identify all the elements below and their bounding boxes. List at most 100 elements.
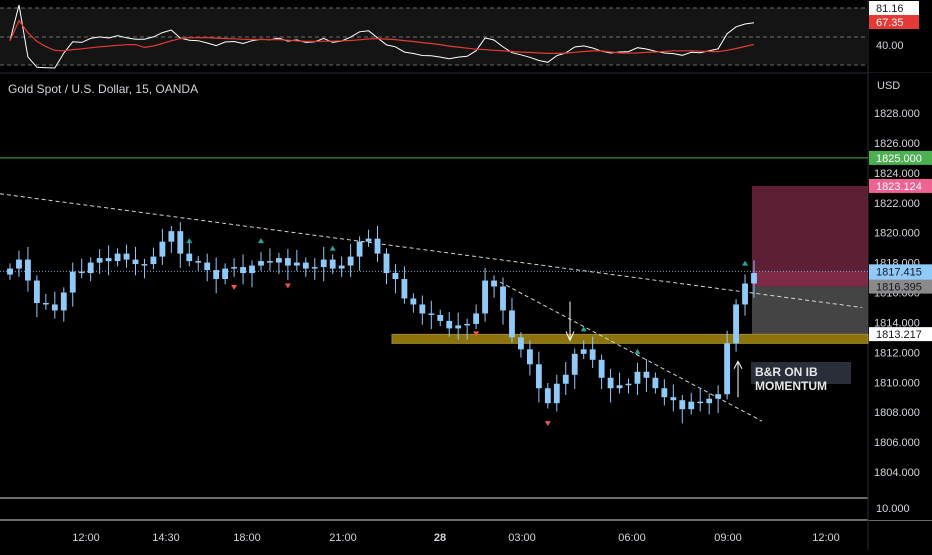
candle-body[interactable] bbox=[375, 239, 381, 254]
annotation-box[interactable]: B&R ON IB MOMENTUM bbox=[751, 362, 851, 384]
candle-body[interactable] bbox=[61, 293, 67, 311]
symbol-title[interactable]: Gold Spot / U.S. Dollar, 15, OANDA bbox=[8, 82, 198, 96]
candle-body[interactable] bbox=[679, 400, 685, 409]
candle-body[interactable] bbox=[142, 264, 148, 266]
candle-body[interactable] bbox=[79, 272, 85, 274]
candle-body[interactable] bbox=[294, 263, 300, 266]
currency-label[interactable]: USD bbox=[877, 80, 900, 92]
candle-body[interactable] bbox=[312, 267, 318, 269]
candle-body[interactable] bbox=[670, 397, 676, 400]
candle-body[interactable] bbox=[581, 349, 587, 353]
candle-body[interactable] bbox=[419, 304, 425, 313]
candle-body[interactable] bbox=[644, 372, 650, 378]
candle-body[interactable] bbox=[572, 354, 578, 375]
candle-body[interactable] bbox=[527, 349, 533, 364]
candle-body[interactable] bbox=[733, 304, 739, 343]
candle-body[interactable] bbox=[52, 304, 58, 310]
candle-body[interactable] bbox=[482, 281, 488, 314]
candle-body[interactable] bbox=[545, 388, 551, 403]
price-tick-label[interactable]: 1820.000 bbox=[874, 228, 920, 240]
time-tick-label[interactable]: 14:30 bbox=[152, 532, 180, 544]
candle-body[interactable] bbox=[285, 258, 291, 265]
candle-body[interactable] bbox=[151, 257, 157, 264]
candle-body[interactable] bbox=[303, 263, 309, 269]
candle-body[interactable] bbox=[106, 258, 112, 261]
candle-body[interactable] bbox=[464, 324, 470, 326]
candle-body[interactable] bbox=[393, 273, 399, 279]
candle-body[interactable] bbox=[715, 394, 721, 398]
time-tick-label[interactable]: 21:00 bbox=[329, 532, 357, 544]
candle-body[interactable] bbox=[16, 260, 22, 269]
candle-body[interactable] bbox=[124, 254, 130, 260]
candle-body[interactable] bbox=[195, 261, 201, 263]
candle-body[interactable] bbox=[473, 313, 479, 323]
candle-body[interactable] bbox=[339, 266, 345, 269]
time-tick-label[interactable]: 12:00 bbox=[812, 532, 840, 544]
volume-scale-label[interactable]: 10.000 bbox=[876, 503, 910, 515]
candle-body[interactable] bbox=[213, 270, 219, 279]
candle-body[interactable] bbox=[428, 313, 434, 315]
candle-body[interactable] bbox=[608, 378, 614, 388]
candle-body[interactable] bbox=[563, 375, 569, 384]
price-axis[interactable]: 1828.0001826.0001824.0001822.0001820.000… bbox=[869, 73, 932, 520]
candle-body[interactable] bbox=[491, 281, 497, 287]
time-tick-label[interactable]: 09:00 bbox=[714, 532, 742, 544]
price-tick-label[interactable]: 1812.000 bbox=[874, 347, 920, 359]
candle-body[interactable] bbox=[267, 261, 273, 263]
price-tick-label[interactable]: 1806.000 bbox=[874, 437, 920, 449]
rsi-value-label[interactable]: 81.16 bbox=[876, 3, 904, 15]
candle-body[interactable] bbox=[258, 261, 264, 265]
candle-body[interactable] bbox=[330, 260, 336, 269]
candle-body[interactable] bbox=[751, 273, 757, 283]
candle-body[interactable] bbox=[348, 257, 354, 266]
price-tick-label[interactable]: 1804.000 bbox=[874, 467, 920, 479]
candle-body[interactable] bbox=[97, 258, 103, 262]
candle-body[interactable] bbox=[599, 360, 605, 378]
candle-body[interactable] bbox=[724, 343, 730, 394]
candle-body[interactable] bbox=[249, 266, 255, 273]
candle-body[interactable] bbox=[7, 269, 13, 275]
rsi-value-label[interactable]: 67.35 bbox=[876, 17, 904, 29]
candle-body[interactable] bbox=[88, 263, 94, 273]
candle-body[interactable] bbox=[626, 384, 632, 386]
candle-body[interactable] bbox=[366, 239, 372, 242]
time-tick-label[interactable]: 06:00 bbox=[618, 532, 646, 544]
candle-body[interactable] bbox=[554, 384, 560, 403]
candle-body[interactable] bbox=[590, 349, 596, 359]
candle-body[interactable] bbox=[635, 372, 641, 384]
candle-body[interactable] bbox=[742, 284, 748, 305]
candle-body[interactable] bbox=[652, 378, 658, 388]
candle-body[interactable] bbox=[661, 388, 667, 397]
time-tick-label[interactable]: 18:00 bbox=[233, 532, 261, 544]
candle-body[interactable] bbox=[240, 267, 246, 273]
candle-body[interactable] bbox=[706, 399, 712, 403]
time-tick-label[interactable]: 03:00 bbox=[508, 532, 536, 544]
time-tick-label[interactable]: 12:00 bbox=[72, 532, 100, 544]
candle-body[interactable] bbox=[204, 263, 210, 270]
candle-body[interactable] bbox=[231, 267, 237, 269]
rsi-pane[interactable]: 81.16 67.35 40.00 bbox=[0, 1, 919, 68]
candle-body[interactable] bbox=[455, 325, 461, 328]
candle-body[interactable] bbox=[25, 260, 31, 281]
candle-body[interactable] bbox=[321, 260, 327, 267]
candle-body[interactable] bbox=[276, 258, 282, 262]
candle-body[interactable] bbox=[168, 231, 174, 241]
candle-body[interactable] bbox=[509, 310, 515, 337]
candle-body[interactable] bbox=[222, 269, 228, 279]
candle-body[interactable] bbox=[688, 402, 694, 409]
candle-body[interactable] bbox=[186, 254, 192, 261]
candle-body[interactable] bbox=[70, 272, 76, 293]
candle-body[interactable] bbox=[357, 242, 363, 257]
candle-body[interactable] bbox=[536, 364, 542, 388]
candle-body[interactable] bbox=[177, 231, 183, 253]
rsi-value-label[interactable]: 40.00 bbox=[876, 40, 904, 52]
time-tick-label[interactable]: 28 bbox=[434, 532, 446, 544]
candle-body[interactable] bbox=[617, 385, 623, 388]
candle-body[interactable] bbox=[697, 402, 703, 404]
candle-body[interactable] bbox=[518, 337, 524, 349]
price-tick-label[interactable]: 1822.000 bbox=[874, 198, 920, 210]
price-tick-label[interactable]: 1828.000 bbox=[874, 108, 920, 120]
candle-body[interactable] bbox=[446, 321, 452, 328]
candle-body[interactable] bbox=[34, 281, 40, 303]
